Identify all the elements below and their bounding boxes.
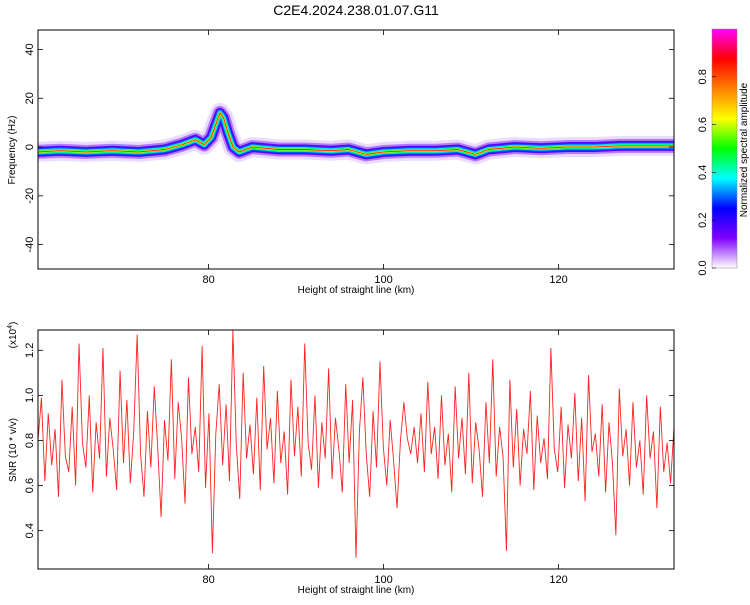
snr-y-label: SNR (10 * v/v) <box>8 418 19 482</box>
colorbar-tick-label: 0.8 <box>697 69 709 84</box>
y-tick-label: 0.8 <box>24 433 36 448</box>
y-tick-label: 0.6 <box>24 478 36 493</box>
colorbar-ticks: 0.0 0.2 0.4 0.6 0.8 <box>697 69 716 276</box>
snr-series-line <box>38 330 674 558</box>
colorbar-gradient <box>712 29 737 268</box>
snr-panel: 80 100 120 0.4 0.6 0.8 1.0 1.2 Height of strai… <box>7 322 675 596</box>
snr-plot-area <box>38 330 674 569</box>
spectrogram-frame <box>37 29 675 270</box>
x-tick-label: 80 <box>202 574 214 586</box>
spectrogram-ridge <box>38 102 674 165</box>
y-tick-label: -40 <box>24 237 36 253</box>
colorbar: 0.0 0.2 0.4 0.6 0.8 Normalized spectral ampl… <box>697 28 750 276</box>
y-tick-label: 0 <box>24 144 36 150</box>
x-tick-label: 100 <box>374 274 392 286</box>
y-tick-label: 1.2 <box>24 343 36 358</box>
y-tick-label: 0.4 <box>24 523 36 538</box>
colorbar-tick-label: 0.4 <box>697 165 709 180</box>
y-tick-label: 1.0 <box>24 388 36 403</box>
y-tick-label: 20 <box>24 92 36 104</box>
colorbar-tick-label: 0.2 <box>697 213 709 228</box>
spectrogram-y-label: Frequency (Hz) <box>7 116 18 185</box>
ridge-band-7 <box>38 112 674 155</box>
snr-scale-label: (x104) <box>7 322 19 349</box>
spectrogram-panel: 80 100 120 40 20 0 -20 -40 Height of straight … <box>7 29 675 296</box>
snr-x-label: Height of straight line (km) <box>298 585 415 596</box>
colorbar-label: Normalized spectral amplitude <box>739 82 750 217</box>
spectrogram-x-label: Height of straight line (km) <box>298 285 415 296</box>
colorbar-tick-label: 0.6 <box>697 117 709 132</box>
colorbar-frame <box>711 28 738 269</box>
x-tick-label: 120 <box>549 574 567 586</box>
x-tick-label: 100 <box>374 574 392 586</box>
spectrogram-x-ticks: 80 100 120 <box>202 30 568 286</box>
snr-y-ticks: 0.4 0.6 0.8 1.0 1.2 <box>24 343 674 538</box>
y-tick-label: -20 <box>24 188 36 204</box>
figure-title: C2E4.2024.238.01.07.G11 <box>273 2 439 18</box>
snr-frame <box>37 329 675 570</box>
spectrogram-y-ticks: 40 20 0 -20 -40 <box>24 43 674 253</box>
y-tick-label: 40 <box>24 43 36 55</box>
x-tick-label: 80 <box>202 274 214 286</box>
snr-x-ticks: 80 100 120 <box>202 330 568 586</box>
colorbar-tick-label: 0.0 <box>697 260 709 275</box>
x-tick-label: 120 <box>549 274 567 286</box>
